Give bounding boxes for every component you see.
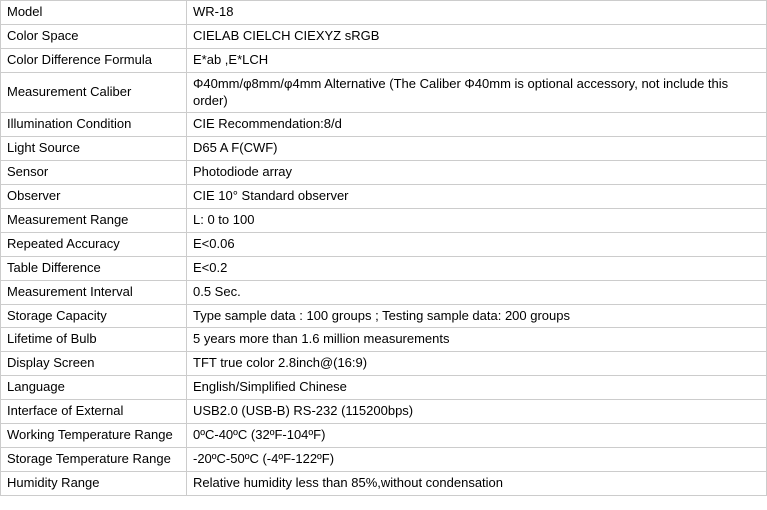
table-row: Illumination Condition CIE Recommendatio… [1,113,767,137]
spec-value: CIE 10° Standard observer [187,185,767,209]
spec-label: Observer [1,185,187,209]
table-row: Measurement Range L: 0 to 100 [1,209,767,233]
table-row: Language English/Simplified Chinese [1,376,767,400]
spec-value: E<0.2 [187,256,767,280]
spec-value: 5 years more than 1.6 million measuremen… [187,328,767,352]
table-row: Storage Temperature Range -20ºC-50ºC (-4… [1,447,767,471]
spec-label: Storage Capacity [1,304,187,328]
spec-label: Color Space [1,24,187,48]
spec-label: Illumination Condition [1,113,187,137]
table-row: Model WR-18 [1,1,767,25]
spec-value: 0.5 Sec. [187,280,767,304]
spec-value: CIE Recommendation:8/d [187,113,767,137]
spec-value: Φ40mm/φ8mm/φ4mm Alternative (The Caliber… [187,72,767,113]
table-row: Measurement Interval 0.5 Sec. [1,280,767,304]
spec-value: 0ºC-40ºC (32ºF-104ºF) [187,424,767,448]
spec-label: Working Temperature Range [1,424,187,448]
table-row: Color Space CIELAB CIELCH CIEXYZ sRGB [1,24,767,48]
spec-label: Color Difference Formula [1,48,187,72]
table-row: Observer CIE 10° Standard observer [1,185,767,209]
spec-label: Sensor [1,161,187,185]
table-row: Light Source D65 A F(CWF) [1,137,767,161]
table-row: Table Difference E<0.2 [1,256,767,280]
table-row: Interface of External USB2.0 (USB-B) RS-… [1,400,767,424]
spec-label: Model [1,1,187,25]
spec-table-body: Model WR-18 Color Space CIELAB CIELCH CI… [1,1,767,496]
spec-label: Humidity Range [1,471,187,495]
table-row: Sensor Photodiode array [1,161,767,185]
spec-label: Repeated Accuracy [1,232,187,256]
table-row: Lifetime of Bulb 5 years more than 1.6 m… [1,328,767,352]
specifications-table: Model WR-18 Color Space CIELAB CIELCH CI… [0,0,767,496]
spec-label: Light Source [1,137,187,161]
spec-value: Photodiode array [187,161,767,185]
spec-label: Interface of External [1,400,187,424]
spec-value: Type sample data : 100 groups ; Testing … [187,304,767,328]
spec-label: Lifetime of Bulb [1,328,187,352]
spec-value: USB2.0 (USB-B) RS-232 (115200bps) [187,400,767,424]
table-row: Color Difference Formula E*ab ,E*LCH [1,48,767,72]
spec-label: Table Difference [1,256,187,280]
spec-value: L: 0 to 100 [187,209,767,233]
spec-value: WR-18 [187,1,767,25]
spec-value: CIELAB CIELCH CIEXYZ sRGB [187,24,767,48]
spec-label: Display Screen [1,352,187,376]
table-row: Humidity Range Relative humidity less th… [1,471,767,495]
spec-value: E*ab ,E*LCH [187,48,767,72]
spec-label: Storage Temperature Range [1,447,187,471]
spec-value: English/Simplified Chinese [187,376,767,400]
spec-label: Measurement Caliber [1,72,187,113]
spec-label: Measurement Interval [1,280,187,304]
spec-value: D65 A F(CWF) [187,137,767,161]
table-row: Repeated Accuracy E<0.06 [1,232,767,256]
table-row: Storage Capacity Type sample data : 100 … [1,304,767,328]
spec-value: Relative humidity less than 85%,without … [187,471,767,495]
spec-label: Measurement Range [1,209,187,233]
table-row: Display Screen TFT true color 2.8inch@(1… [1,352,767,376]
spec-value: -20ºC-50ºC (-4ºF-122ºF) [187,447,767,471]
table-row: Measurement Caliber Φ40mm/φ8mm/φ4mm Alte… [1,72,767,113]
spec-value: TFT true color 2.8inch@(16:9) [187,352,767,376]
spec-value: E<0.06 [187,232,767,256]
spec-label: Language [1,376,187,400]
table-row: Working Temperature Range 0ºC-40ºC (32ºF… [1,424,767,448]
